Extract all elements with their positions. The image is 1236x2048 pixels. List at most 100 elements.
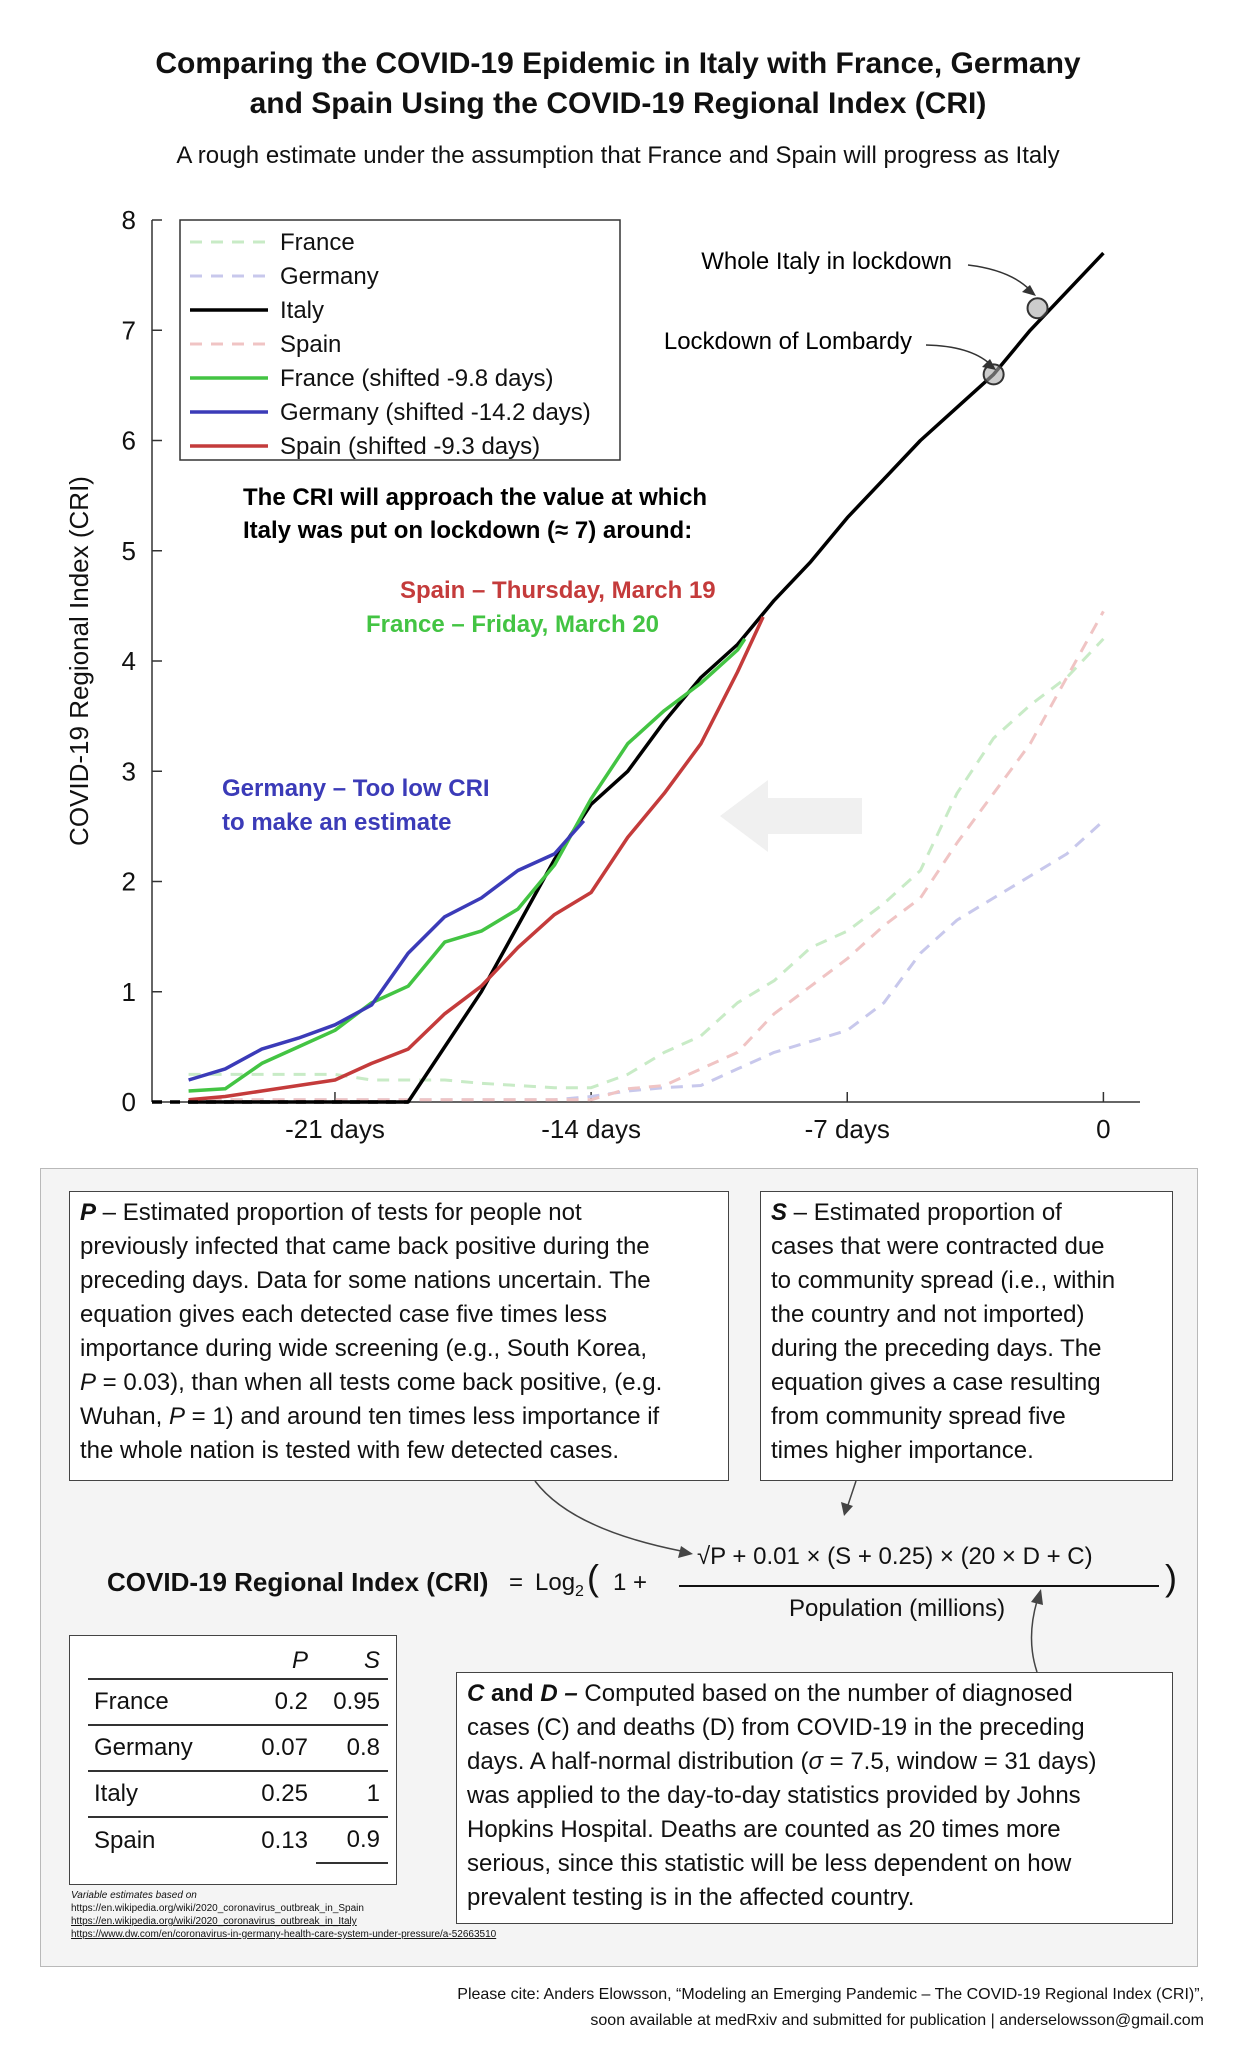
- p-line-2: previously infected that came back posit…: [80, 1233, 650, 1260]
- chart-title: Comparing the COVID-19 Epidemic in Italy…: [0, 44, 1236, 124]
- table-header-country: [88, 1644, 230, 1679]
- formula-equals: =: [509, 1569, 524, 1596]
- series-line-france: [188, 637, 1105, 1090]
- var-p: P: [80, 1199, 97, 1226]
- formula-log-text: Log: [535, 1569, 576, 1596]
- chart-subtitle: A rough estimate under the assumption th…: [176, 142, 1060, 169]
- s-line-5: during the preceding days. The: [771, 1335, 1102, 1362]
- table-row: Spain 0.13 0.9: [88, 1816, 388, 1864]
- s-line-7: from community spread five: [771, 1403, 1066, 1430]
- citation: Please cite: Anders Elowsson, “Modeling …: [457, 1982, 1204, 2034]
- var-s: S: [771, 1199, 788, 1226]
- citation-line-1: Please cite: Anders Elowsson, “Modeling …: [457, 1986, 1204, 2003]
- formula-log: Log2: [535, 1569, 584, 1601]
- annotation-approach-line-2: Italy was put on lockdown (≈ 7) around:: [243, 517, 692, 544]
- p-line-3: preceding days. Data for some nations un…: [80, 1267, 651, 1294]
- table-cell-country: France: [88, 1678, 230, 1725]
- legend: France Germany Italy Spain France (shifted -…: [179, 219, 621, 461]
- table-row: France 0.2 0.95: [88, 1678, 388, 1725]
- cd-line-5: Hopkins Hospital. Deaths are counted as …: [467, 1816, 1061, 1843]
- cd-line-1: Computed based on the number of diagnose…: [577, 1680, 1073, 1707]
- x-tick-label: -14 days: [541, 1114, 641, 1144]
- p-line-7-var: P: [168, 1403, 185, 1430]
- title-line-1: Comparing the COVID-19 Epidemic in Italy…: [155, 47, 1081, 80]
- annotation-lombardy: Lockdown of Lombardy: [664, 328, 912, 355]
- cd-line-3b: = 7.5, window = 31 days): [822, 1748, 1097, 1775]
- reference-link-italy[interactable]: https://en.wikipedia.org/wiki/2020_coron…: [71, 1916, 357, 1927]
- legend-entry: Spain: [280, 331, 341, 358]
- legend-entry: Italy: [280, 297, 324, 324]
- table-cell-s: 1: [316, 1770, 388, 1817]
- cri-line-chart: 0 1 2 3 4 5 6 7 8 -21 days -14 days -7 days 0 COVID-1…: [64, 205, 1140, 1144]
- y-tick-label: 2: [122, 867, 136, 897]
- y-tick-label: 7: [122, 315, 136, 345]
- variable-table: P S France 0.2 0.95 Germany 0.07 0.8 Ita…: [88, 1644, 388, 1864]
- citation-line-2: soon available at medRxiv and submitted …: [590, 2012, 1204, 2029]
- p-line-6: = 0.03), than when all tests come back p…: [96, 1369, 663, 1396]
- legend-entry: France: [280, 229, 355, 256]
- references-heading: Variable estimates based on: [71, 1890, 197, 1901]
- table-cell-s: 0.9: [316, 1816, 388, 1864]
- annotation-arrow-lombardy: [925, 344, 991, 365]
- p-line-5: importance during wide screening (e.g., …: [80, 1335, 647, 1362]
- cd-line-7: prevalent testing is in the affected cou…: [467, 1884, 915, 1911]
- legend-entry: Spain (shifted -9.3 days): [280, 433, 540, 460]
- legend-entry: France (shifted -9.8 days): [280, 365, 553, 392]
- p-line-8: the whole nation is tested with few dete…: [80, 1437, 619, 1464]
- series-line-france-shifted-9-8-days: [188, 637, 747, 1093]
- formula-log-base: 2: [575, 1582, 584, 1600]
- table-cell-p: 0.2: [230, 1678, 316, 1725]
- lockdown-marker: [982, 363, 1005, 386]
- table-cell-p: 0.13: [230, 1816, 316, 1863]
- y-tick-label: 3: [122, 756, 136, 786]
- table-cell-p: 0.07: [230, 1724, 316, 1771]
- annotations: Whole Italy in lockdown Lockdown of Lomb…: [222, 248, 1036, 836]
- series-line-spain: [188, 610, 1105, 1102]
- x-tick-label: -7 days: [805, 1114, 890, 1144]
- s-line-6: equation gives a case resulting: [771, 1369, 1101, 1396]
- p-line-7c: = 1) and around ten times less importanc…: [184, 1403, 660, 1430]
- y-tick-label: 1: [122, 977, 136, 1007]
- p-line-6-var: P: [80, 1369, 97, 1396]
- y-axis-label: COVID-19 Regional Index (CRI): [64, 476, 94, 846]
- y-tick-label: 5: [122, 536, 136, 566]
- cd-line-6: serious, since this statistic will be le…: [467, 1850, 1072, 1877]
- reference-link-dw[interactable]: https://www.dw.com/en/coronavirus-in-ger…: [71, 1929, 497, 1940]
- x-tick-label: 0: [1096, 1114, 1110, 1144]
- formula-one-plus: 1 +: [613, 1569, 648, 1596]
- cd-sigma: σ: [808, 1748, 823, 1775]
- table-cell-s: 0.95: [316, 1678, 388, 1725]
- series-line-germany: [188, 819, 1105, 1102]
- cd-line-4: was applied to the day-to-day statistics…: [467, 1782, 1081, 1809]
- reference-link-spain[interactable]: https://en.wikipedia.org/wiki/2020_coron…: [71, 1903, 364, 1914]
- variable-s-box: S – Estimated proportion of cases that w…: [760, 1191, 1173, 1481]
- annotation-spain-date: Spain – Thursday, March 19: [400, 577, 716, 604]
- cd-line-3a: days. A half-normal distribution (: [467, 1748, 809, 1775]
- annotation-germany-line-1: Germany – Too low CRI: [222, 775, 490, 802]
- formula-fraction-bar: [679, 1585, 1159, 1587]
- annotation-france-date: France – Friday, March 20: [366, 611, 659, 638]
- table-cell-s: 0.8: [316, 1724, 388, 1771]
- s-line-2: cases that were contracted due: [771, 1233, 1105, 1260]
- s-line-8: times higher importance.: [771, 1437, 1034, 1464]
- references: Variable estimates based on https://en.w…: [71, 1889, 496, 1941]
- title-line-2: and Spain Using the COVID-19 Regional In…: [249, 87, 987, 120]
- s-line-3: to community spread (i.e., within: [771, 1267, 1116, 1294]
- formula-label: COVID-19 Regional Index (CRI): [107, 1567, 489, 1597]
- s-line-4: the country and not imported): [771, 1301, 1085, 1328]
- legend-box: [179, 219, 621, 461]
- formula-close-paren: ): [1165, 1557, 1177, 1598]
- table-row: Italy 0.25 1: [88, 1770, 388, 1817]
- left-arrow-graphic: [720, 780, 862, 852]
- explanation-arrows: [534, 1480, 1043, 1673]
- annotation-whole-italy: Whole Italy in lockdown: [701, 248, 952, 275]
- table-cell-country: Spain: [88, 1816, 230, 1863]
- series-line-spain-shifted-9-3-days: [188, 616, 765, 1102]
- explanation-panel: P – Estimated proportion of tests for pe…: [40, 1168, 1198, 1967]
- cd-and: and: [484, 1680, 541, 1707]
- table-cell-p: 0.25: [230, 1770, 316, 1817]
- series-line-germany-shifted-14-2-days: [188, 819, 586, 1082]
- legend-entry: Germany (shifted -14.2 days): [280, 399, 591, 426]
- p-line-4: equation gives each detected case five t…: [80, 1301, 607, 1328]
- x-tick-label: -21 days: [285, 1114, 385, 1144]
